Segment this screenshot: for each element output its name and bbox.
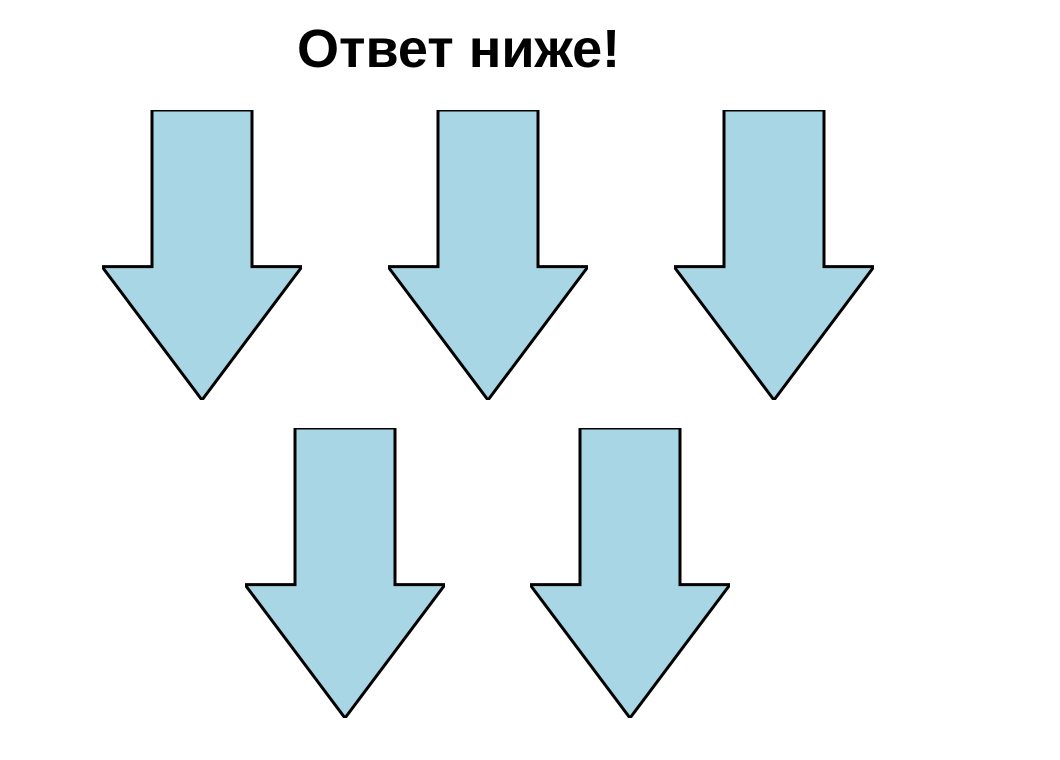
down-arrow-icon xyxy=(674,110,874,405)
down-arrow-icon xyxy=(530,428,730,723)
down-arrow-icon xyxy=(388,110,588,405)
page-title: Ответ ниже! xyxy=(297,18,620,80)
down-arrow-icon xyxy=(102,110,302,405)
down-arrow-icon xyxy=(245,428,445,723)
